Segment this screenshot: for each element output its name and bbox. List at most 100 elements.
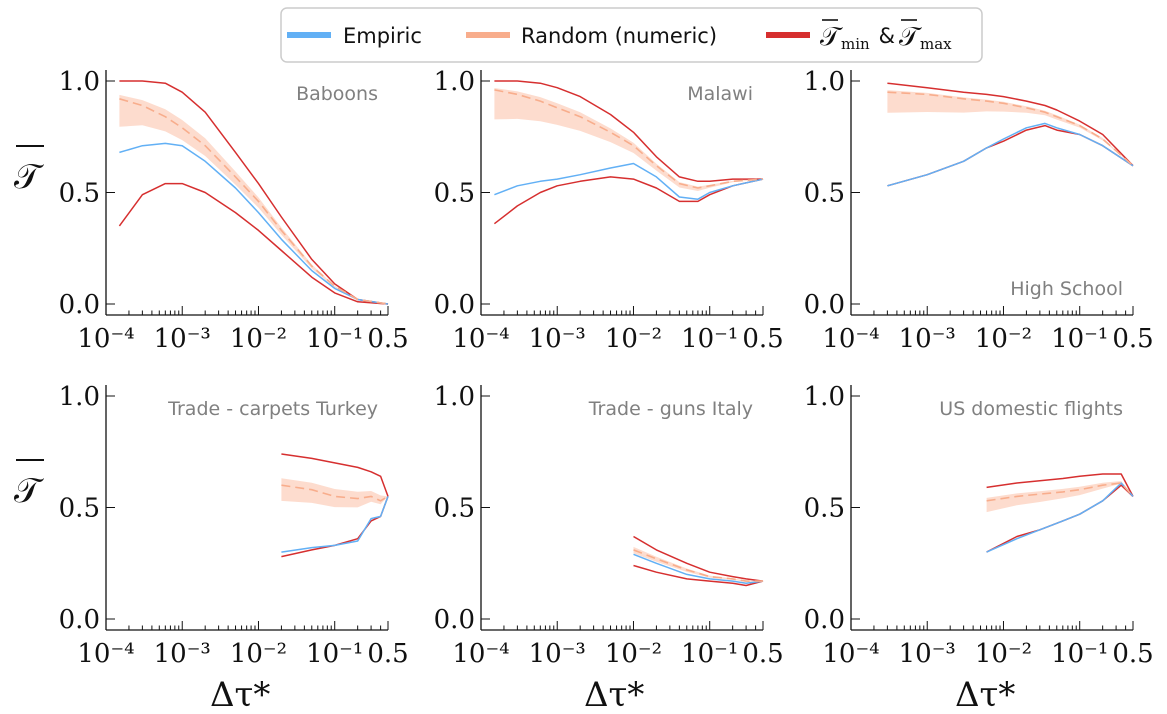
series-random-numeric-line	[281, 484, 389, 502]
series-min-line	[493, 176, 764, 225]
y-tick-label: 0.0	[804, 605, 845, 635]
y-tick-label: 0.5	[804, 179, 845, 209]
series-max-line	[494, 80, 763, 183]
panel-title: US domestic flights	[939, 398, 1123, 420]
panel-title: Baboons	[296, 83, 378, 105]
y-tick-label: 0.0	[59, 290, 100, 320]
x-tick-label: 10⁻¹	[681, 324, 738, 354]
series-max-line	[986, 473, 1134, 497]
xlabel-right: Δτ*	[955, 675, 1015, 714]
series-empiric-line	[119, 142, 389, 305]
x-tick-label: 10⁻²	[975, 324, 1032, 354]
panel-baboons: 10⁻⁴ 10⁻³ 10⁻² 10⁻¹ 0.50.00.51.0 Baboons	[59, 67, 409, 354]
series-empiric-line	[494, 162, 764, 200]
legend-label-empiric: Empiric	[343, 24, 422, 48]
y-tick-label: 0.5	[59, 179, 100, 209]
xlabel-left: Δτ*	[210, 675, 270, 714]
panel-trade-carpets-turkey: 10⁻⁴ 10⁻³ 10⁻² 10⁻¹ 0.50.00.51.0 Trade - carp…	[59, 382, 409, 669]
x-tick-label: 10⁻⁴	[452, 639, 509, 669]
x-tick-label: 10⁻⁴	[77, 639, 134, 669]
axis-labels: 𝒯 𝒯 Δτ* Δτ* Δτ*	[14, 145, 1015, 714]
series-random-numeric-line	[494, 89, 764, 189]
ylabel-top: 𝒯	[14, 157, 44, 197]
x-tick-label: 10⁻²	[975, 639, 1032, 669]
random-band	[887, 90, 1133, 166]
xlabel-middle: Δτ*	[584, 675, 644, 714]
x-tick-label: 10⁻²	[230, 324, 287, 354]
x-tick-label: 10⁻³	[154, 639, 211, 669]
y-tick-label: 1.0	[804, 67, 845, 97]
series-max-line	[633, 535, 764, 582]
y-tick-label: 1.0	[804, 382, 845, 412]
legend-amp: &	[872, 24, 902, 48]
x-tick-label: 10⁻³	[529, 324, 586, 354]
legend-label-min-max: 𝒯 min & 𝒯 max	[820, 19, 952, 53]
x-tick-label: 0.5	[742, 324, 783, 354]
y-tick-label: 0.0	[434, 605, 475, 635]
y-tick-label: 0.5	[804, 494, 845, 524]
y-tick-label: 0.0	[434, 290, 475, 320]
legend-label-random: Random (numeric)	[521, 24, 717, 48]
series-random-numeric-line	[887, 91, 1134, 167]
series-random-numeric-line	[119, 98, 389, 305]
ylabel-bottom: 𝒯	[14, 471, 44, 511]
x-tick-label: 0.5	[1112, 639, 1153, 669]
y-tick-label: 1.0	[434, 67, 475, 97]
x-tick-label: 10⁻¹	[1051, 324, 1108, 354]
x-tick-label: 10⁻³	[899, 324, 956, 354]
x-tick-label: 10⁻³	[529, 639, 586, 669]
series-max-line	[887, 82, 1134, 167]
x-tick-label: 0.5	[742, 639, 783, 669]
x-tick-label: 10⁻⁴	[822, 639, 879, 669]
panel-title: Trade - guns Italy	[588, 398, 753, 420]
random-band	[119, 94, 389, 305]
panel-title: Trade - carpets Turkey	[167, 398, 378, 420]
panel-malawi: 10⁻⁴ 10⁻³ 10⁻² 10⁻¹ 0.50.00.51.0 Malawi	[434, 67, 784, 354]
panel-title: High School	[1010, 278, 1123, 300]
x-tick-label: 10⁻¹	[681, 639, 738, 669]
panel-title: Malawi	[687, 83, 753, 105]
random-band	[494, 88, 763, 191]
x-tick-label: 10⁻¹	[1051, 639, 1108, 669]
y-tick-label: 1.0	[59, 67, 100, 97]
random-band	[986, 481, 1133, 513]
series-max-line	[281, 453, 389, 497]
legend-frame	[280, 7, 983, 63]
x-tick-label: 0.5	[367, 324, 408, 354]
x-tick-label: 0.5	[367, 639, 408, 669]
x-tick-label: 10⁻¹	[306, 639, 363, 669]
x-tick-label: 0.5	[1112, 324, 1153, 354]
legend-tau-max: 𝒯	[899, 22, 922, 52]
x-tick-label: 10⁻³	[899, 639, 956, 669]
random-band	[281, 478, 388, 508]
x-tick-label: 10⁻³	[154, 324, 211, 354]
x-tick-label: 10⁻⁴	[77, 324, 134, 354]
series-random-numeric-line	[633, 549, 763, 582]
legend-sub-min: min	[841, 35, 870, 53]
x-tick-label: 10⁻¹	[306, 324, 363, 354]
series-max-line	[119, 80, 389, 305]
series-empiric-line	[633, 553, 764, 585]
series-empiric-line	[986, 482, 1134, 553]
legend: Empiric Random (numeric) 𝒯 min & 𝒯 max	[280, 7, 983, 63]
y-tick-label: 1.0	[434, 382, 475, 412]
x-tick-label: 10⁻²	[605, 639, 662, 669]
panel-trade-guns-italy: 10⁻⁴ 10⁻³ 10⁻² 10⁻¹ 0.50.00.51.0 Trade - guns…	[434, 382, 784, 669]
legend-sub-max: max	[920, 35, 952, 53]
y-tick-label: 0.0	[59, 605, 100, 635]
x-tick-label: 10⁻⁴	[452, 324, 509, 354]
y-tick-label: 1.0	[59, 382, 100, 412]
x-tick-label: 10⁻⁴	[822, 324, 879, 354]
series-empiric-line	[281, 496, 389, 553]
legend-tau-min: 𝒯	[820, 22, 843, 52]
x-tick-label: 10⁻²	[230, 639, 287, 669]
series-empiric-line	[887, 122, 1134, 187]
series-min-line	[118, 182, 389, 305]
panel-us-domestic-flights: 10⁻⁴ 10⁻³ 10⁻² 10⁻¹ 0.50.00.51.0 US domestic …	[804, 382, 1154, 669]
y-tick-label: 0.0	[804, 290, 845, 320]
y-tick-label: 0.5	[434, 494, 475, 524]
series-min-line	[633, 564, 764, 587]
